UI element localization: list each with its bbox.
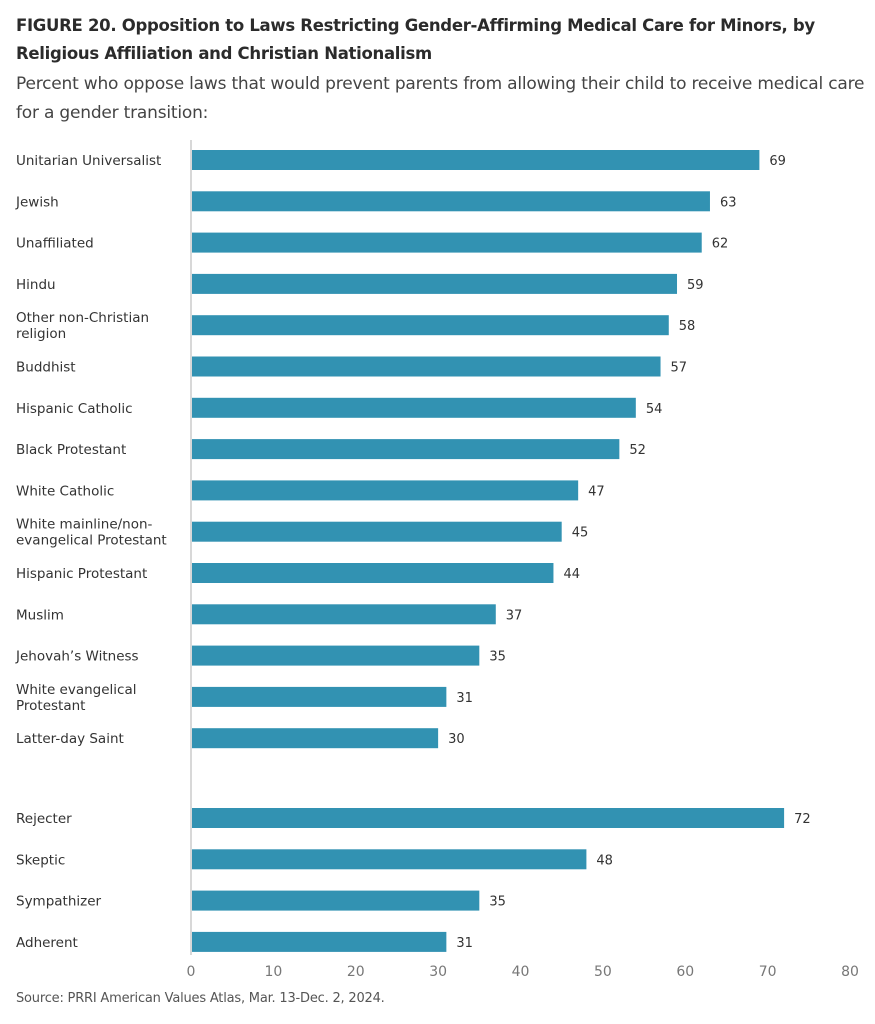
- category-label: White evangelical Protestant: [16, 682, 137, 714]
- bar: [192, 273, 678, 294]
- bar: [192, 232, 702, 253]
- category-label: Unitarian Universalist: [16, 153, 161, 169]
- bar: [192, 521, 562, 542]
- data-label: 59: [687, 278, 704, 293]
- chart-subtitle: Percent who oppose laws that would preve…: [16, 74, 865, 123]
- data-label: 31: [456, 691, 473, 706]
- category-label: Latter-day Saint: [16, 731, 124, 747]
- data-label: 37: [506, 608, 523, 623]
- data-label: 62: [712, 237, 729, 252]
- bar: [192, 645, 480, 666]
- bar: [192, 191, 710, 212]
- data-label: 48: [596, 853, 613, 868]
- data-label: 54: [646, 402, 663, 417]
- bar: [192, 890, 480, 911]
- x-tick-label: 30: [429, 964, 447, 980]
- category-label: Other non-Christian religion: [16, 310, 149, 342]
- data-label: 47: [588, 484, 605, 499]
- bar: [192, 480, 579, 501]
- x-tick-label: 0: [187, 964, 196, 980]
- data-label: 57: [671, 361, 688, 376]
- data-label: 58: [679, 319, 696, 334]
- category-label: Hispanic Catholic: [16, 401, 133, 417]
- bar: [192, 563, 554, 583]
- bar: [192, 728, 439, 749]
- data-label: 35: [489, 650, 506, 665]
- category-label: Hispanic Protestant: [16, 566, 147, 582]
- bar: [192, 356, 661, 377]
- bar: [192, 686, 447, 707]
- data-label: 30: [448, 732, 465, 747]
- data-label: 35: [489, 895, 506, 910]
- category-label: Muslim: [16, 607, 64, 623]
- x-tick-label: 40: [512, 964, 530, 980]
- category-label: White mainline/non-evangelical Protestan…: [16, 517, 167, 549]
- category-label: Rejecter: [16, 811, 72, 827]
- category-label: Unaffiliated: [16, 236, 94, 252]
- source-note: Source: PRRI American Values Atlas, Mar.…: [16, 991, 385, 1006]
- data-label: 31: [456, 936, 473, 951]
- bar: [192, 397, 636, 418]
- data-label: 45: [572, 526, 589, 541]
- bar: [192, 849, 587, 870]
- data-label: 63: [720, 195, 737, 210]
- x-tick-label: 80: [841, 964, 859, 980]
- bar: [192, 604, 496, 625]
- bar: [192, 808, 785, 828]
- category-label: Adherent: [16, 935, 78, 951]
- x-tick-label: 20: [347, 964, 365, 980]
- x-tick-label: 10: [264, 964, 282, 980]
- x-tick-label: 60: [676, 964, 694, 980]
- data-label: 52: [629, 443, 646, 458]
- category-label: Jewish: [15, 194, 59, 210]
- bar: [192, 315, 669, 336]
- chart-title: FIGURE 20. Opposition to Laws Restrictin…: [16, 16, 815, 63]
- category-label: Buddhist: [16, 360, 76, 376]
- category-label: Skeptic: [16, 852, 65, 868]
- category-label: Sympathizer: [16, 894, 102, 910]
- bar: [192, 439, 620, 460]
- x-tick-label: 50: [594, 964, 612, 980]
- data-label: 69: [769, 154, 786, 169]
- category-label: Hindu: [16, 277, 56, 293]
- category-label: White Catholic: [16, 483, 114, 499]
- data-label: 72: [794, 812, 811, 827]
- category-label: Jehovah’s Witness: [15, 649, 139, 665]
- category-label: Black Protestant: [16, 442, 126, 458]
- bar: [192, 150, 760, 170]
- x-tick-label: 70: [759, 964, 777, 980]
- bar: [192, 931, 447, 952]
- data-label: 44: [563, 567, 580, 582]
